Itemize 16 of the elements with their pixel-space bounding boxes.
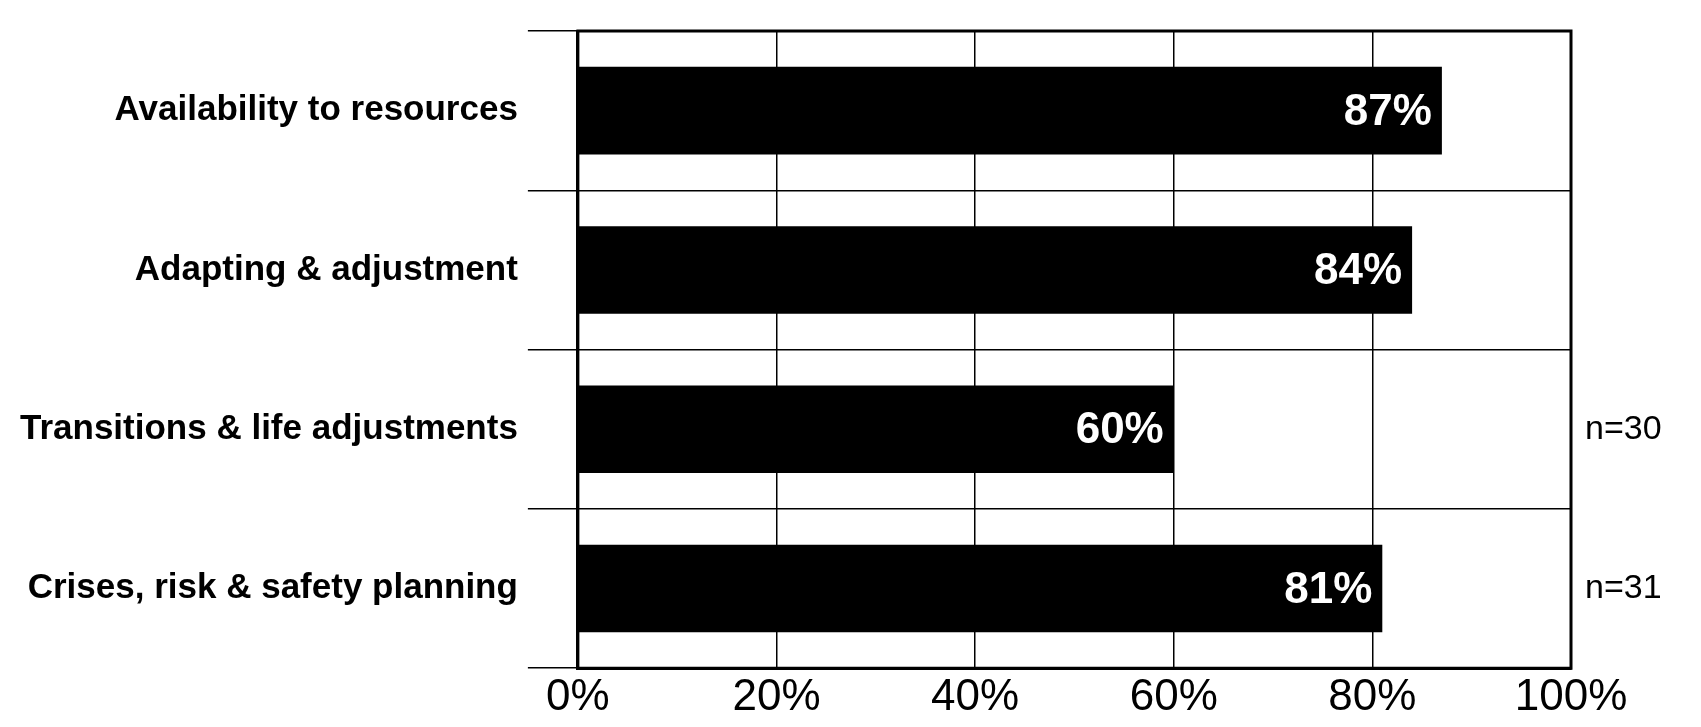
- x-tick-label: 20%: [732, 669, 821, 719]
- data-label: 60%: [1075, 403, 1164, 453]
- data-label: 84%: [1314, 244, 1403, 294]
- text: n=31: [1585, 566, 1662, 605]
- x-tick-label: 0%: [546, 669, 610, 719]
- y-tick-label: Availability to resources: [114, 88, 518, 128]
- data-label: 81%: [1284, 562, 1373, 612]
- x-tick-label: 100%: [1514, 669, 1628, 719]
- data-label: 87%: [1343, 84, 1432, 134]
- y-tick-label: Adapting & adjustment: [134, 247, 519, 287]
- y-tick-label: Crises, risk & safety planning: [27, 566, 518, 606]
- x-tick-label: 60%: [1129, 669, 1218, 719]
- x-tick-label: 40%: [931, 669, 1020, 719]
- text: n=30: [1585, 407, 1662, 446]
- y-tick-label: Transitions & life adjustments: [19, 406, 518, 446]
- x-tick-label: 80%: [1328, 669, 1417, 719]
